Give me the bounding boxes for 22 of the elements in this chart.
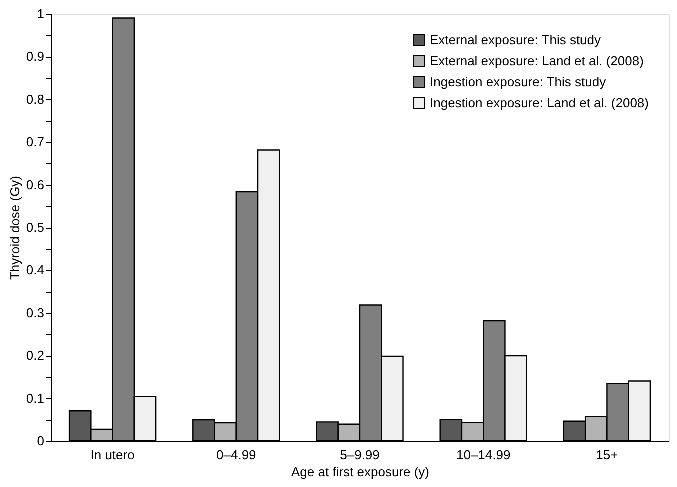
y-tick-label: 0.1 (26, 390, 44, 406)
y-tick-label: 1 (37, 6, 44, 22)
y-axis-title: Thyroid dose (Gy) (7, 176, 22, 280)
y-tick-label: 0.2 (26, 348, 44, 364)
x-tick-label: 5–9.99 (340, 448, 380, 462)
y-tick-label: 0.8 (26, 92, 44, 107)
legend-label: Ingestion exposure: Land et al. (2008) (430, 96, 649, 110)
y-tick-label: 0.4 (26, 262, 44, 278)
x-tick-label: 10–14.99 (456, 448, 511, 462)
y-tick-label: 0.5 (26, 220, 44, 235)
y-tick-label: 0.3 (26, 305, 44, 320)
x-tick-label: In utero (90, 448, 135, 462)
x-axis-title: Age at first exposure (y) (292, 464, 430, 480)
legend-label: Ingestion exposure: This study (430, 74, 607, 90)
y-tick-label: 0.7 (26, 134, 44, 150)
legend-label: External exposure: Land et al. (2008) (430, 54, 644, 68)
y-tick-label: 0.9 (26, 49, 44, 64)
y-tick-label: 0 (37, 434, 44, 448)
y-tick-label: 0.6 (26, 177, 44, 192)
x-tick-label: 0–4.99 (216, 448, 256, 462)
x-tick-label: 15+ (596, 448, 618, 462)
legend-label: External exposure: This study (430, 32, 602, 48)
